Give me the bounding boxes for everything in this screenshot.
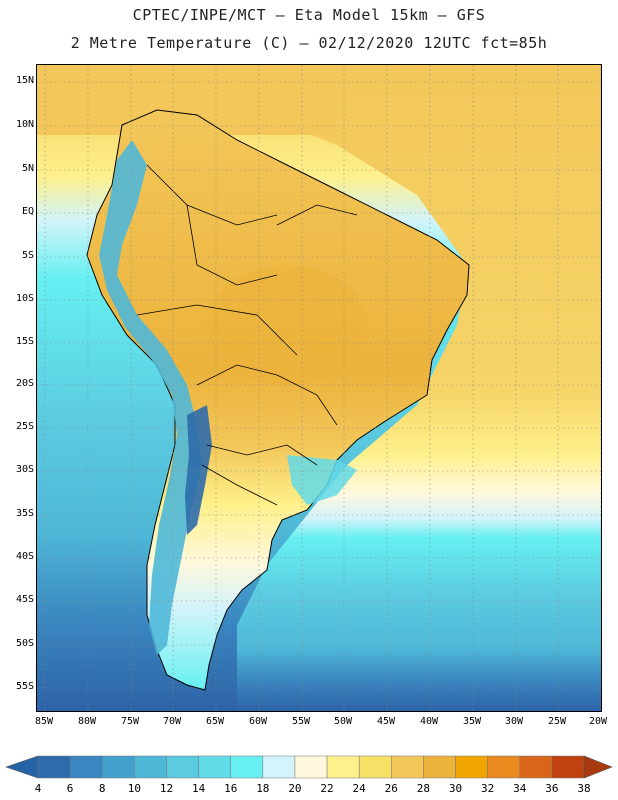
- temperature-map: [36, 64, 602, 712]
- colorbar-level-label: 26: [384, 782, 398, 795]
- colorbar-swatch: [519, 755, 553, 779]
- colorbar-level-label: 22: [320, 782, 334, 795]
- map-canvas: [37, 65, 601, 711]
- lon-label-20w: 20W: [588, 716, 608, 727]
- lat-label-eq: EQ: [21, 206, 34, 217]
- lon-label-80w: 80W: [77, 716, 97, 727]
- colorbar-level-label: 14: [191, 782, 206, 795]
- colorbar-swatch: [101, 755, 135, 779]
- colorbar-level-label: 16: [224, 782, 238, 795]
- lon-label-45w: 45W: [376, 716, 396, 727]
- colorbar-swatch: [198, 755, 231, 779]
- atlantic-ocean-field: [237, 65, 601, 711]
- colorbar-swatch: [37, 755, 71, 779]
- lat-label-15s: 15S: [15, 336, 34, 347]
- andes-cold-band: [99, 140, 202, 655]
- lat-label-30s: 30S: [15, 464, 34, 475]
- lat-label-50s: 50S: [15, 638, 34, 649]
- colorbar-level-label: 30: [448, 782, 463, 795]
- lon-label-25w: 25W: [547, 716, 567, 727]
- southern-brazil-cool-patch: [287, 455, 357, 505]
- colorbar-level-label: 10: [127, 782, 141, 795]
- lon-label-50w: 50W: [333, 716, 353, 727]
- colorbar-swatch: [391, 755, 424, 779]
- colorbar-swatch: [551, 755, 585, 779]
- colorbar-level-label: 24: [352, 782, 366, 795]
- lon-label-70w: 70W: [162, 716, 182, 727]
- lat-label-5n: 5N: [21, 163, 34, 174]
- lat-label-15n: 15N: [15, 75, 34, 86]
- colorbar-level-label: 6: [66, 782, 74, 795]
- lon-label-40w: 40W: [419, 716, 439, 727]
- map-title-line1: CPTEC/INPE/MCT – Eta Model 15km – GFS: [132, 6, 486, 24]
- temperature-colorbar: [0, 752, 618, 800]
- altiplano-cold-spot: [185, 405, 212, 535]
- lon-label-65w: 65W: [205, 716, 225, 727]
- colorbar-swatch: [423, 755, 456, 779]
- colorbar-level-label: 32: [481, 782, 495, 795]
- colorbar-graphic: [5, 755, 613, 779]
- lat-label-35s: 35S: [15, 508, 34, 519]
- lon-label-75w: 75W: [120, 716, 140, 727]
- colorbar-level-label: 28: [416, 782, 431, 795]
- colorbar-swatch: [294, 755, 328, 779]
- lat-label-10s: 10S: [15, 293, 34, 304]
- colorbar-swatch: [134, 755, 167, 779]
- graticule: [37, 65, 601, 711]
- map-title-line2: 2 Metre Temperature (C) – 02/12/2020 12U…: [70, 34, 548, 52]
- colorbar-low-arrow: [5, 755, 39, 779]
- central-brazil-hot-core: [207, 265, 367, 385]
- colorbar-swatch: [358, 755, 392, 779]
- colorbar-swatch: [230, 755, 264, 779]
- colorbar-high-arrow: [583, 755, 613, 779]
- colorbar-level-label: 34: [513, 782, 527, 795]
- lat-label-20s: 20S: [15, 378, 34, 389]
- colorbar-level-label: 20: [288, 782, 302, 795]
- colorbar-level-label: 4: [34, 782, 42, 795]
- colorbar-level-label: 8: [98, 782, 106, 795]
- colorbar-level-label: 12: [159, 782, 174, 795]
- colorbar-level-label: 38: [577, 782, 591, 795]
- lat-label-5s: 5S: [21, 250, 34, 261]
- colorbar-swatch: [487, 755, 521, 779]
- lon-label-30w: 30W: [504, 716, 524, 727]
- lat-label-45s: 45S: [15, 594, 34, 605]
- lat-label-10n: 10N: [15, 119, 34, 130]
- lon-label-55w: 55W: [291, 716, 311, 727]
- colorbar-level-label: 18: [256, 782, 270, 795]
- lat-label-40s: 40S: [15, 551, 34, 562]
- lat-label-25s: 25S: [15, 421, 34, 432]
- colorbar-swatch: [166, 755, 199, 779]
- lon-label-35w: 35W: [462, 716, 482, 727]
- lon-label-60w: 60W: [248, 716, 268, 727]
- country-borders: [136, 164, 358, 506]
- colorbar-swatch: [326, 755, 360, 779]
- lon-label-85w: 85W: [34, 716, 54, 727]
- colorbar-level-label: 36: [545, 782, 559, 795]
- lat-label-55s: 55S: [15, 681, 34, 692]
- colorbar-swatch: [262, 755, 296, 779]
- colorbar-swatch: [455, 755, 488, 779]
- colorbar-swatch: [69, 755, 103, 779]
